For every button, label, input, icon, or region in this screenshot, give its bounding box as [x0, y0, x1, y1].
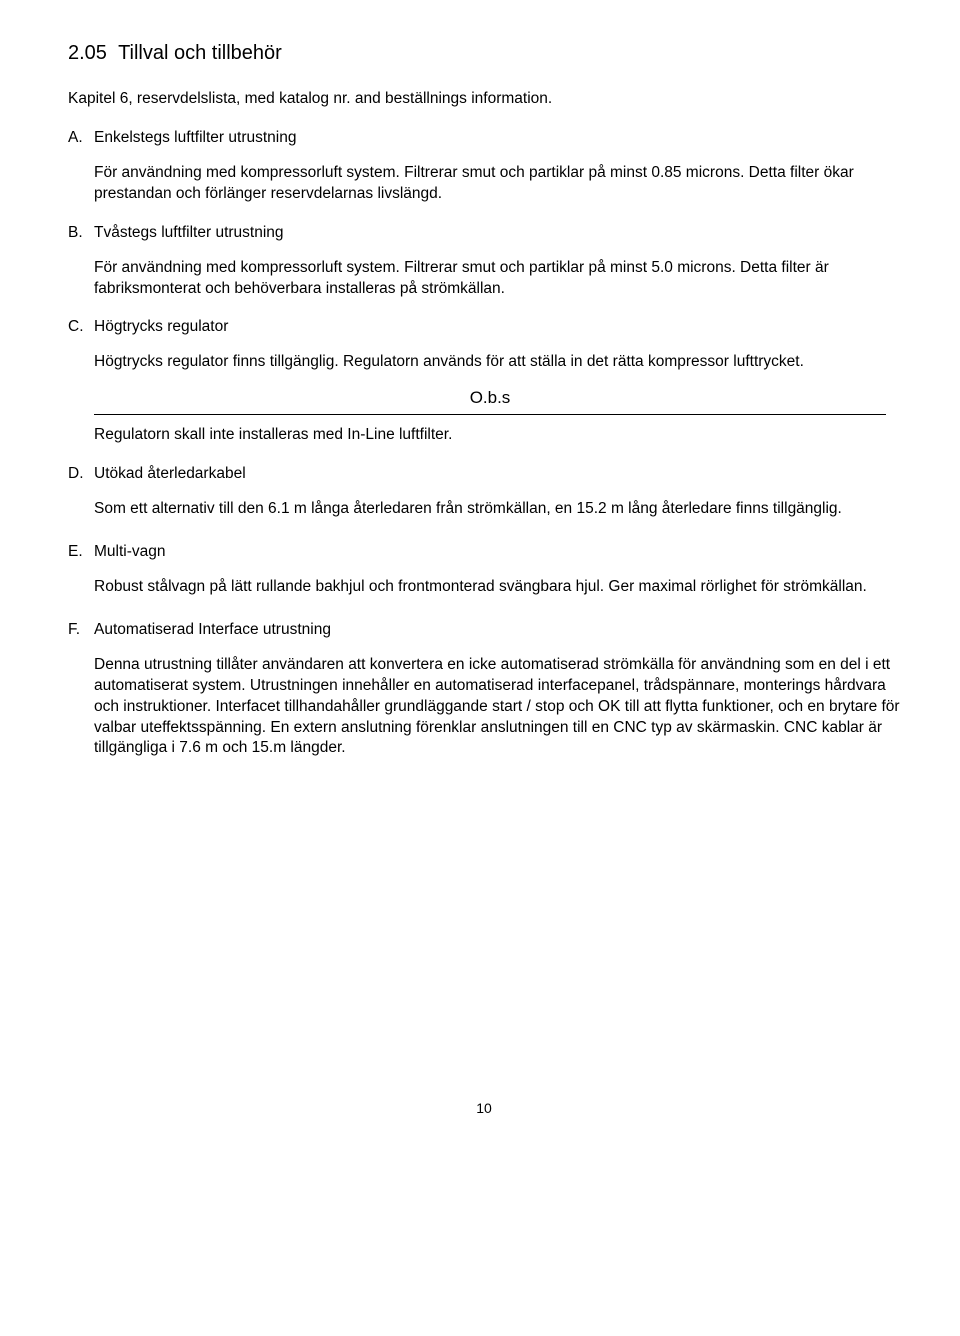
item-d-body: Som ett alternativ till den 6.1 m långa … [94, 499, 900, 520]
item-f-body: Denna utrustning tillåter användaren att… [94, 655, 900, 760]
item-a-heading: A. Enkelstegs luftfilter utrustning [68, 128, 900, 149]
item-f-title: Automatiserad Interface utrustning [94, 620, 331, 641]
page-number: 10 [68, 1099, 900, 1118]
item-c-body: Högtrycks regulator finns tillgänglig. R… [94, 352, 900, 373]
item-b-letter: B. [68, 223, 94, 244]
item-b-title: Tvåstegs luftfilter utrustning [94, 223, 284, 244]
obs-block: O.b.s Regulatorn skall inte installeras … [94, 387, 886, 446]
item-e-letter: E. [68, 542, 94, 563]
item-a-letter: A. [68, 128, 94, 149]
item-d: D. Utökad återledarkabel Som ett alterna… [68, 464, 900, 520]
item-f: F. Automatiserad Interface utrustning De… [68, 620, 900, 760]
item-c-heading: C. Högtrycks regulator [68, 317, 900, 338]
item-b-heading: B. Tvåstegs luftfilter utrustning [68, 223, 900, 244]
obs-label: O.b.s [94, 387, 886, 410]
item-e-heading: E. Multi-vagn [68, 542, 900, 563]
section-title: 2.05 Tillval och tillbehör [68, 40, 900, 67]
item-b-body: För användning med kompressorluft system… [94, 258, 900, 300]
obs-note: Regulatorn skall inte installeras med In… [94, 425, 886, 446]
item-a: A. Enkelstegs luftfilter utrustning För … [68, 128, 900, 205]
item-d-heading: D. Utökad återledarkabel [68, 464, 900, 485]
item-d-title: Utökad återledarkabel [94, 464, 246, 485]
section-number: 2.05 [68, 42, 107, 64]
item-e-title: Multi-vagn [94, 542, 166, 563]
item-d-letter: D. [68, 464, 94, 485]
item-c-title: Högtrycks regulator [94, 317, 228, 338]
item-e-body: Robust stålvagn på lätt rullande bakhjul… [94, 577, 900, 598]
section-title-text: Tillval och tillbehör [118, 42, 282, 64]
item-c-letter: C. [68, 317, 94, 338]
item-f-heading: F. Automatiserad Interface utrustning [68, 620, 900, 641]
item-b: B. Tvåstegs luftfilter utrustning För an… [68, 223, 900, 300]
item-a-title: Enkelstegs luftfilter utrustning [94, 128, 296, 149]
intro-text: Kapitel 6, reservdelslista, med katalog … [68, 89, 900, 110]
item-e: E. Multi-vagn Robust stålvagn på lätt ru… [68, 542, 900, 598]
item-c: C. Högtrycks regulator Högtrycks regulat… [68, 317, 900, 446]
obs-rule [94, 414, 886, 415]
item-f-letter: F. [68, 620, 94, 641]
item-a-body: För användning med kompressorluft system… [94, 163, 900, 205]
